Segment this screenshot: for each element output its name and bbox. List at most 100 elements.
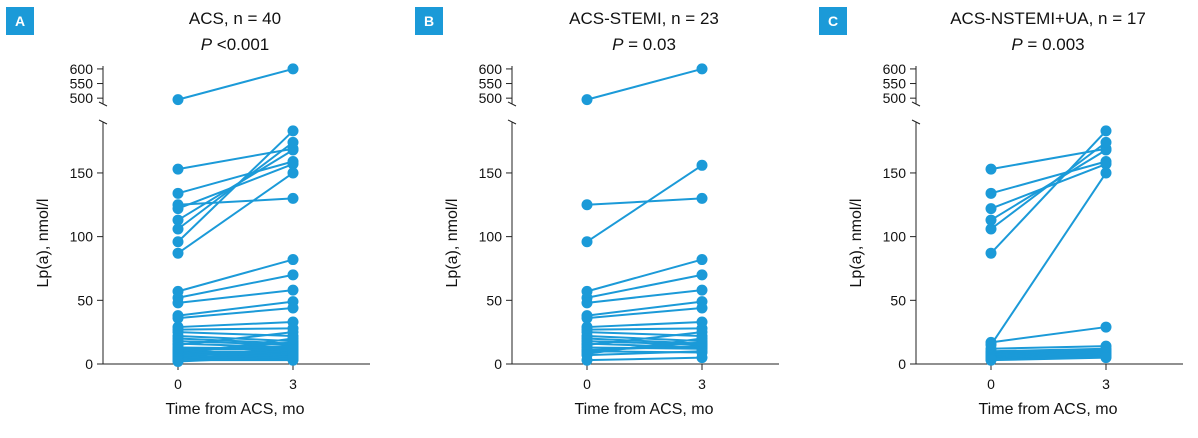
x-axis-label: Time from ACS, mo	[979, 401, 1118, 418]
panel-a: A ACS, n = 40 P <0.001 0 50 100 150 50055060…	[6, 7, 370, 418]
data-point	[696, 269, 708, 281]
y-tick-label: 550	[479, 76, 503, 92]
axis-break-mark	[507, 119, 517, 125]
panel-title: ACS-STEMI, n = 23	[569, 9, 719, 28]
series-line	[586, 320, 703, 329]
series-line	[586, 350, 703, 357]
data-point	[1100, 144, 1112, 156]
x-tick-label: 0	[987, 376, 995, 392]
series-line	[990, 352, 1107, 358]
data-point	[985, 354, 997, 366]
series-line	[586, 258, 703, 293]
data-point	[172, 297, 184, 309]
data-point	[172, 163, 184, 175]
series-line	[177, 67, 294, 101]
panel-badge-label: C	[828, 13, 838, 29]
axis-break-mark	[98, 119, 108, 125]
p-symbol: P	[612, 35, 624, 54]
series-line	[177, 331, 294, 337]
data-point	[287, 125, 299, 137]
p-symbol: P	[201, 35, 213, 54]
y-tick-label: 500	[479, 90, 503, 106]
data-point	[172, 355, 184, 367]
panel-badge	[819, 7, 847, 35]
y-tick-label: 100	[883, 229, 907, 245]
series-line	[990, 355, 1107, 360]
data-lines	[581, 63, 708, 366]
data-point	[287, 144, 299, 156]
series-line	[990, 345, 1107, 350]
series-line	[177, 320, 294, 329]
data-point	[696, 352, 708, 364]
series-line	[177, 300, 294, 317]
data-point	[287, 63, 299, 75]
data-point	[1100, 167, 1112, 179]
axis-break-mark	[911, 101, 921, 107]
series-line	[990, 356, 1107, 362]
p-value: P = 0.003	[1011, 35, 1084, 54]
data-point	[696, 192, 708, 204]
series-line	[990, 160, 1107, 195]
data-point	[287, 284, 299, 296]
series-line	[586, 164, 703, 243]
y-tick-label: 150	[479, 165, 503, 181]
data-point	[581, 312, 593, 324]
axis-break-mark	[507, 101, 517, 107]
axis-break-mark	[911, 119, 921, 125]
series-line	[990, 141, 1107, 230]
data-point	[581, 199, 593, 211]
data-point	[172, 312, 184, 324]
data-point	[287, 350, 299, 362]
data-lines	[172, 63, 299, 367]
series-line	[990, 130, 1107, 254]
series-line	[586, 331, 703, 337]
data-point	[1100, 158, 1112, 170]
series-line	[586, 197, 703, 206]
data-point	[287, 254, 299, 266]
series-line	[177, 160, 294, 195]
data-point	[172, 94, 184, 106]
y-tick-label: 50	[77, 292, 93, 308]
series-line	[177, 306, 294, 320]
p-value-text: = 0.03	[623, 35, 675, 54]
y-tick-label: 0	[494, 356, 502, 372]
series-line	[177, 337, 294, 355]
series-line	[990, 326, 1107, 344]
x-tick-label: 3	[698, 376, 706, 392]
data-point	[287, 333, 299, 345]
data-point	[696, 63, 708, 75]
series-line	[586, 327, 703, 331]
data-point	[172, 247, 184, 259]
y-tick-label: 600	[479, 61, 503, 77]
data-point	[581, 236, 593, 248]
series-line	[177, 289, 294, 304]
data-point	[696, 254, 708, 266]
y-axis-label: Lp(a), nmol/l	[35, 199, 52, 288]
data-point	[287, 269, 299, 281]
y-tick-label: 50	[890, 292, 906, 308]
y-tick-label: 150	[70, 165, 94, 181]
y-axis	[98, 66, 370, 370]
series-line	[990, 348, 1107, 354]
data-point	[172, 223, 184, 235]
data-point	[172, 236, 184, 248]
data-point	[287, 167, 299, 179]
series-line	[586, 337, 703, 355]
data-point	[1100, 125, 1112, 137]
series-line	[177, 347, 294, 358]
series-line	[586, 300, 703, 317]
series-line	[586, 331, 703, 346]
y-axis	[911, 66, 1183, 370]
series-line	[990, 172, 1107, 346]
series-line	[177, 331, 294, 346]
data-point	[985, 214, 997, 226]
series-line	[177, 352, 294, 362]
x-axis-label: Time from ACS, mo	[575, 401, 714, 418]
y-axis-label: Lp(a), nmol/l	[848, 199, 865, 288]
x-tick-label: 3	[289, 376, 297, 392]
series-line	[177, 327, 294, 331]
series-line	[990, 351, 1107, 357]
panel-title: ACS-NSTEMI+UA, n = 17	[950, 9, 1146, 28]
